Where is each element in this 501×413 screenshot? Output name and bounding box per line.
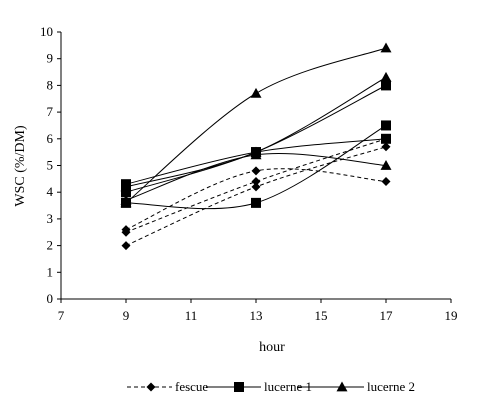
data-point-diamond <box>251 182 261 192</box>
chart-series-layer <box>120 42 392 251</box>
legend-marker-diamond <box>146 382 156 392</box>
y-tick-label: 5 <box>47 158 54 173</box>
y-tick-label: 0 <box>47 291 54 306</box>
data-point-square <box>381 133 391 144</box>
data-point-square <box>251 197 261 208</box>
series-line <box>125 146 387 247</box>
x-tick-label: 13 <box>250 308 263 323</box>
data-point-diamond <box>251 177 261 187</box>
data-point-diamond <box>381 142 391 152</box>
x-tick-label: 15 <box>315 308 328 323</box>
data-point-triangle <box>250 87 262 98</box>
y-tick-label: 7 <box>47 104 54 119</box>
data-point-square <box>381 80 391 91</box>
series-line <box>125 152 387 201</box>
data-point-diamond <box>121 225 131 235</box>
data-point-triangle <box>120 194 132 205</box>
x-axis-label: hour <box>259 340 285 355</box>
y-tick-label: 6 <box>47 131 54 146</box>
series-lucerne-2-8 <box>120 149 392 205</box>
legend-item-fescue: fescue <box>127 379 208 394</box>
y-tick-label: 4 <box>47 184 54 199</box>
y-tick-label: 9 <box>47 51 54 66</box>
data-point-triangle <box>120 181 132 192</box>
legend-marker-triangle <box>336 381 348 392</box>
data-point-square <box>121 187 131 198</box>
data-point-diamond <box>251 166 261 176</box>
series-fescue-2 <box>121 166 391 235</box>
series-fescue-0 <box>121 142 391 251</box>
y-tick-label: 2 <box>47 238 54 253</box>
y-tick-label: 1 <box>47 264 54 279</box>
data-point-diamond <box>381 177 391 187</box>
data-point-triangle <box>380 71 392 82</box>
x-tick-label: 7 <box>58 308 65 323</box>
chart-axes: 0 1 2 3 4 5 6 7 8 9 10 7 9 11 13 15 17 19 <box>40 24 458 323</box>
legend-item-lucerne-2: lucerne 2 <box>297 379 415 394</box>
x-tick-label: 19 <box>445 308 458 323</box>
y-axis-label: WSC (%/DM) <box>13 125 28 207</box>
x-tick-label: 9 <box>123 308 130 323</box>
data-point-triangle <box>380 42 392 53</box>
x-tick-label: 11 <box>185 308 198 323</box>
legend-marker-square <box>234 382 244 392</box>
data-point-triangle <box>380 160 392 170</box>
legend-item-lucerne-1: lucerne 1 <box>206 379 312 394</box>
legend-label: fescue <box>175 379 208 394</box>
data-point-diamond <box>121 241 131 251</box>
legend-label: lucerne 1 <box>264 379 312 394</box>
series-lucerne-1-3 <box>121 120 391 210</box>
data-point-square <box>381 120 391 131</box>
data-point-triangle <box>250 149 262 160</box>
y-tick-label: 8 <box>47 77 54 92</box>
legend-label: lucerne 2 <box>367 379 415 394</box>
y-tick-label: 10 <box>40 24 53 39</box>
y-tick-label: 3 <box>47 211 54 226</box>
x-tick-label: 17 <box>380 308 394 323</box>
chart-legend: fescue lucerne 1 lucerne 2 <box>127 379 415 394</box>
